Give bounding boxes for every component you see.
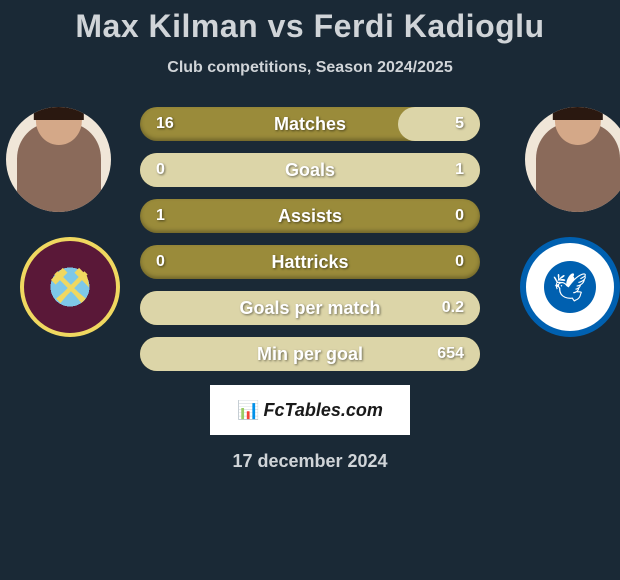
- page-title: Max Kilman vs Ferdi Kadioglu: [75, 8, 544, 45]
- stat-label: Matches: [274, 114, 346, 135]
- stat-left-value: 16: [156, 115, 174, 133]
- player2-photo: [525, 107, 620, 212]
- comparison-card: Max Kilman vs Ferdi Kadioglu Club compet…: [0, 0, 620, 472]
- stat-bar-min-per-goal: Min per goal 654: [140, 337, 480, 371]
- brand-badge: FcTables.com: [210, 385, 410, 435]
- stat-right-value: 654: [437, 345, 464, 363]
- player2-club-logo: [520, 237, 620, 337]
- stat-right-value: 0.2: [442, 299, 464, 317]
- subtitle: Club competitions, Season 2024/2025: [167, 59, 452, 77]
- stat-right-value: 1: [455, 161, 464, 179]
- player1-club-logo: [20, 237, 120, 337]
- stat-right-value: 5: [455, 115, 464, 133]
- stat-bar-assists: 1 Assists 0: [140, 199, 480, 233]
- stat-label: Assists: [278, 206, 342, 227]
- stat-label: Min per goal: [257, 344, 363, 365]
- player-silhouette-icon: [536, 123, 620, 212]
- stat-label: Goals: [285, 160, 335, 181]
- stat-left-value: 1: [156, 207, 165, 225]
- player-silhouette-icon: [17, 123, 101, 212]
- date-text: 17 december 2024: [232, 451, 387, 472]
- stat-fill: [398, 107, 480, 141]
- stat-bar-matches: 16 Matches 5: [140, 107, 480, 141]
- brand-text: FcTables.com: [264, 400, 383, 421]
- stat-right-value: 0: [455, 253, 464, 271]
- stat-bar-hattricks: 0 Hattricks 0: [140, 245, 480, 279]
- stat-left-value: 0: [156, 253, 165, 271]
- stat-label: Goals per match: [239, 298, 380, 319]
- stats-list: 16 Matches 5 0 Goals 1 1 Assists 0 0 Hat…: [140, 107, 480, 371]
- stat-bar-goals: 0 Goals 1: [140, 153, 480, 187]
- stat-left-value: 0: [156, 161, 165, 179]
- stat-bar-goals-per-match: Goals per match 0.2: [140, 291, 480, 325]
- content-area: 16 Matches 5 0 Goals 1 1 Assists 0 0 Hat…: [0, 107, 620, 371]
- stat-label: Hattricks: [271, 252, 348, 273]
- stat-right-value: 0: [455, 207, 464, 225]
- player1-photo: [6, 107, 111, 212]
